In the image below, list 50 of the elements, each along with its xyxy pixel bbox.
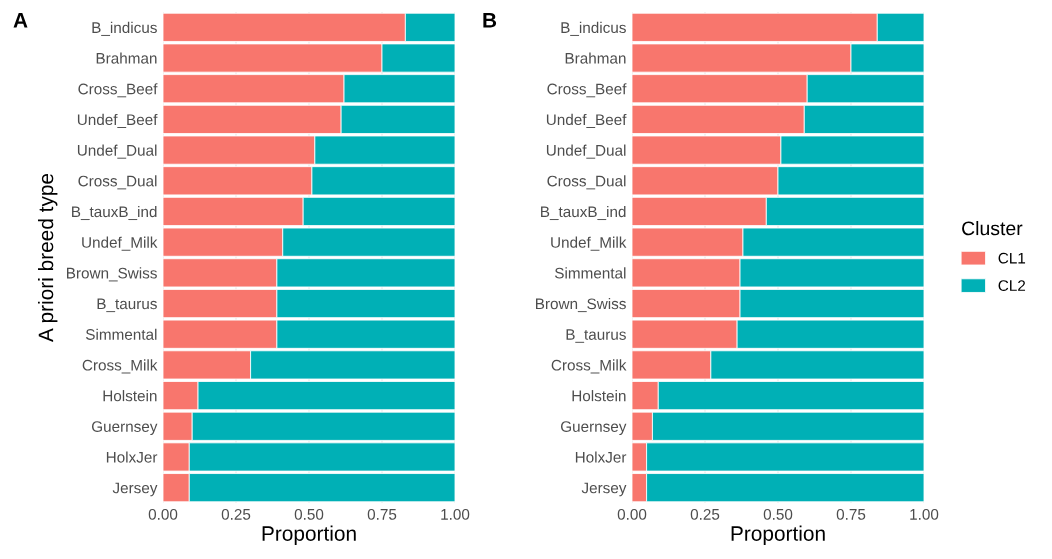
legend-title: Cluster	[962, 220, 1023, 236]
y-tick-label: Undef_Dual	[77, 144, 157, 159]
chart-title: A	[13, 13, 28, 28]
y-tick-label: Cross_Dual	[78, 175, 157, 190]
x-tick-label: 1.00	[441, 508, 470, 520]
x-tick-label: 0.00	[617, 508, 647, 520]
y-tick-label: B_taurus	[566, 329, 626, 343]
y-tick-label: Cross_Dual	[547, 175, 626, 190]
y-tick-label: Jersey	[581, 482, 627, 497]
y-tick-label: Undef_Beef	[546, 113, 627, 128]
y-tick-label: Cross_Beef	[78, 83, 158, 98]
y-tick-label: Brown_Swiss	[67, 267, 157, 282]
x-tick-label: 0.50	[294, 508, 324, 520]
y-tick-label: Cross_Milk	[551, 359, 627, 374]
y-tick-label: Cross_Milk	[82, 359, 158, 374]
x-tick-label: 0.25	[690, 508, 720, 520]
y-tick-label: B_taurus	[97, 298, 157, 313]
y-tick-label: Undef_Dual	[546, 144, 626, 159]
y-tick-label: Undef_Milk	[551, 236, 627, 251]
x-tick-label: 0.25	[221, 508, 251, 520]
y-tick-label: Simmental	[554, 267, 626, 279]
x-tick-label: 1.00	[910, 508, 939, 520]
x-axis-title: Proportion	[731, 525, 825, 545]
y-tick-label: Jersey	[112, 482, 158, 497]
y-tick-label: HolxJer	[575, 451, 627, 463]
y-tick-label: B_tauxB_ind	[541, 205, 626, 221]
legend-label: CL2	[998, 280, 1026, 291]
y-tick-label: HolxJer	[106, 451, 158, 463]
y-tick-label: Simmental	[85, 328, 157, 340]
x-axis-title: Proportion	[262, 525, 356, 545]
x-tick-label: 0.00	[148, 508, 178, 520]
legend-label: CL1	[998, 252, 1026, 264]
y-axis-title: A priori breed type	[38, 173, 58, 342]
y-tick-label: Undef_Beef	[77, 113, 158, 128]
y-tick-label: Guernsey	[560, 421, 627, 435]
y-tick-label: Brahman	[96, 52, 157, 64]
y-tick-label: Brahman	[565, 52, 626, 64]
y-tick-label: Cross_Beef	[547, 83, 627, 98]
y-tick-label: Undef_Milk	[82, 236, 158, 251]
y-tick-label: Guernsey	[91, 421, 158, 435]
y-tick-label: B_tauxB_ind	[72, 205, 157, 221]
x-tick-label: 0.50	[763, 508, 793, 520]
x-tick-label: 0.75	[367, 508, 397, 520]
y-tick-label: B_indicus	[92, 21, 157, 36]
chart-title: B	[483, 13, 497, 28]
y-tick-label: B_indicus	[561, 21, 626, 36]
y-tick-label: Brown_Swiss	[536, 298, 626, 313]
x-tick-label: 0.75	[836, 508, 866, 520]
y-tick-label: Holstein	[103, 390, 157, 402]
y-tick-label: Holstein	[572, 390, 626, 402]
